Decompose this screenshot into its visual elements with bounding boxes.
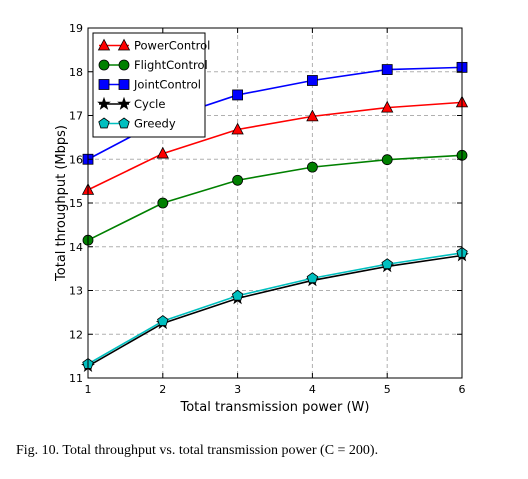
legend-marker-greedy [118,117,130,129]
legend-label-flightcontrol: FlightControl [134,58,208,72]
data-point-jointcontrol [232,89,244,101]
series-line-greedy [87,252,463,365]
data-point-flightcontrol [232,174,244,186]
legend-marker-greedy [98,117,110,129]
data-point-greedy [231,289,244,301]
legend-label-cycle: Cycle [134,97,165,111]
legend-label-powercontrol: PowerControl [134,39,210,53]
y-axis-title: Total throughput (Mbps) [54,125,69,282]
x-tick-label: 1 [85,383,92,396]
data-point-greedy [306,272,319,284]
data-point-greedy [157,315,169,326]
x-tick-label: 6 [459,383,466,396]
legend-marker-powercontrol [97,38,111,51]
x-tick-label: 4 [309,383,316,396]
series-line-flightcontrol [87,154,463,241]
legend-entry-cycle: Cycle [97,96,165,111]
legend-marker-cycle [97,96,111,110]
y-tick-label: 11 [69,372,83,385]
x-tick-label: 2 [159,383,166,396]
x-tick-label: 5 [384,383,391,396]
data-point-powercontrol [381,100,394,113]
legend-entry-greedy: Greedy [98,117,176,131]
data-point-jointcontrol [381,64,393,75]
data-point-greedy [381,258,393,270]
data-point-powercontrol [306,109,319,122]
y-tick-label: 18 [69,66,83,79]
legend: PowerControl FlightControl JointControl Cyc… [92,32,210,138]
legend-marker-flightcontrol [118,59,130,71]
data-point-powercontrol [156,146,169,159]
data-point-powercontrol [231,122,244,135]
series-powercontrol [81,95,469,195]
y-tick-label: 19 [69,22,83,35]
series-line-powercontrol [87,101,463,191]
legend-entry-flightcontrol: FlightControl [98,58,208,72]
y-tick-label: 12 [69,328,83,341]
legend-entry-jointcontrol: JointControl [98,78,201,92]
data-point-jointcontrol [306,75,318,86]
y-tick-label: 15 [69,197,83,210]
legend-marker-jointcontrol [98,79,110,90]
y-tick-label: 14 [69,241,83,254]
legend-marker-cycle [117,96,131,110]
data-point-flightcontrol [157,197,169,209]
legend-entry-powercontrol: PowerControl [97,38,210,53]
legend-label-greedy: Greedy [134,117,176,131]
legend-marker-powercontrol [117,38,131,51]
data-point-flightcontrol [381,154,393,166]
legend-marker-flightcontrol [98,59,110,71]
x-axis-title: Total transmission power (W) [180,400,370,415]
y-tick-label: 16 [69,153,83,166]
legend-label-jointcontrol: JointControl [133,78,201,92]
figure-caption: Fig. 10. Total throughput vs. total tran… [16,443,379,458]
x-tick-label: 3 [234,383,241,396]
data-point-flightcontrol [306,161,318,173]
y-tick-label: 17 [69,110,83,123]
y-tick-label: 13 [69,285,83,298]
series-line-cycle [87,254,463,367]
legend-marker-jointcontrol [118,79,130,90]
